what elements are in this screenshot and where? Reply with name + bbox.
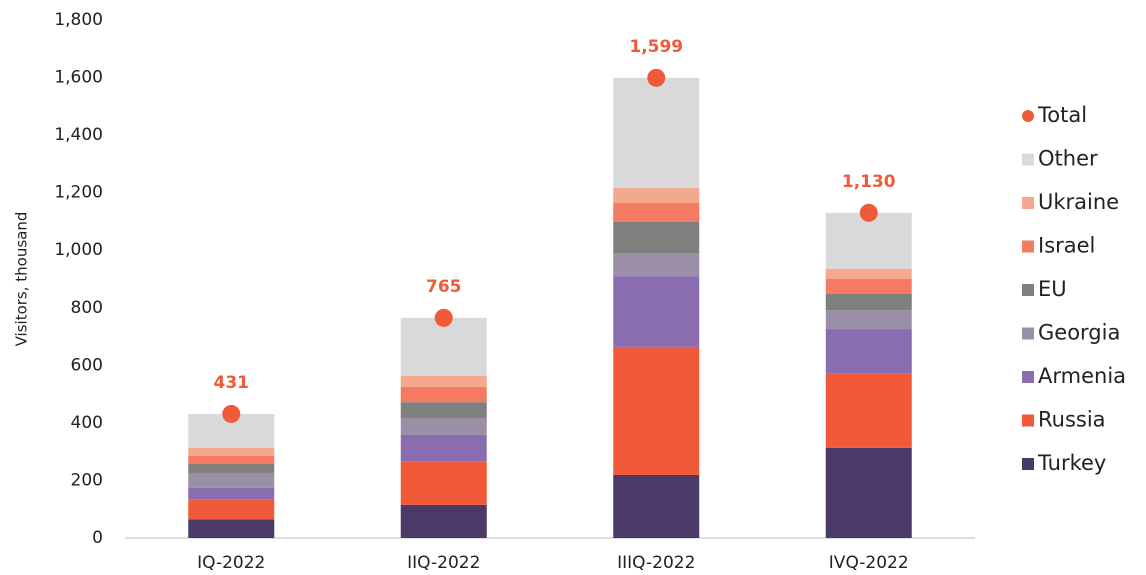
legend-marker: [1022, 371, 1034, 383]
y-tick-label: 1,600: [54, 68, 103, 88]
x-tick-label: IVQ-2022: [829, 553, 909, 573]
legend-label: Ukraine: [1038, 190, 1119, 214]
y-tick-label: 0: [92, 528, 103, 548]
data-label: 1,130: [842, 172, 896, 192]
y-tick-label: 800: [71, 298, 103, 318]
legend-marker: [1022, 458, 1034, 470]
legend-label: Total: [1037, 103, 1087, 127]
bar-segment: [188, 447, 275, 456]
legend-marker: [1022, 197, 1034, 209]
bar-segment: [613, 346, 700, 475]
y-tick-label: 200: [71, 470, 103, 490]
legend-label: Armenia: [1038, 364, 1126, 388]
bar-segment: [825, 373, 912, 448]
legend-marker: [1022, 327, 1034, 340]
legend-marker: [1022, 110, 1034, 122]
data-label: 431: [214, 373, 250, 393]
y-axis-label: Visitors, thousand: [13, 212, 31, 347]
x-tick-label: IQ-2022: [197, 553, 265, 573]
total-dot: [222, 404, 241, 423]
legend-marker: [1022, 284, 1034, 296]
total-dot: [859, 203, 878, 222]
data-label: 765: [426, 277, 462, 297]
y-tick-label: 400: [71, 413, 103, 433]
bar-segment: [400, 434, 487, 462]
bar-segment: [400, 504, 487, 538]
bar-segment: [825, 329, 912, 374]
x-tick-label: IIIQ-2022: [617, 553, 695, 573]
legend-marker: [1022, 414, 1034, 427]
bar-segment: [613, 474, 700, 538]
bar-segment: [188, 472, 275, 488]
y-tick-label: 1,000: [54, 240, 103, 260]
legend-marker: [1022, 240, 1034, 253]
bar-segment: [613, 77, 700, 189]
bar-segment: [188, 499, 275, 520]
bar-segment: [825, 310, 912, 330]
y-tick-label: 1,800: [54, 10, 103, 30]
bar-segment: [400, 375, 487, 387]
bar-segment: [188, 519, 275, 538]
total-dot: [647, 68, 666, 87]
y-tick-label: 600: [71, 355, 103, 375]
bar-segment: [188, 464, 275, 473]
bar-segment: [400, 402, 487, 418]
legend-label: Israel: [1038, 234, 1095, 258]
bar-segment: [188, 487, 275, 500]
y-tick-label: 1,400: [54, 125, 103, 145]
total-dot: [434, 308, 453, 327]
data-label: 1,599: [629, 37, 683, 57]
bar-segment: [825, 447, 912, 538]
bar-segment: [825, 268, 912, 279]
bar-segment: [825, 212, 912, 269]
bar-segment: [400, 386, 487, 403]
y-tick-label: 1,200: [54, 183, 103, 203]
bar-segment: [613, 203, 700, 223]
bar-segment: [188, 455, 275, 465]
bar-segment: [613, 222, 700, 254]
bar-segment: [613, 276, 700, 347]
legend-label: Other: [1038, 147, 1098, 171]
bar-segment: [400, 417, 487, 435]
bar-segment: [400, 317, 487, 376]
legend-label: Georgia: [1038, 321, 1120, 345]
bar-segment: [825, 293, 912, 311]
bar-segment: [825, 279, 912, 294]
legend-label: Russia: [1038, 408, 1106, 432]
x-tick-label: IIQ-2022: [407, 553, 480, 573]
bar-segment: [400, 461, 487, 505]
legend-marker: [1022, 153, 1034, 166]
legend-label: Turkey: [1037, 451, 1106, 475]
bar-segment: [613, 188, 700, 204]
bar-segment: [613, 253, 700, 277]
legend-label: EU: [1038, 277, 1067, 301]
